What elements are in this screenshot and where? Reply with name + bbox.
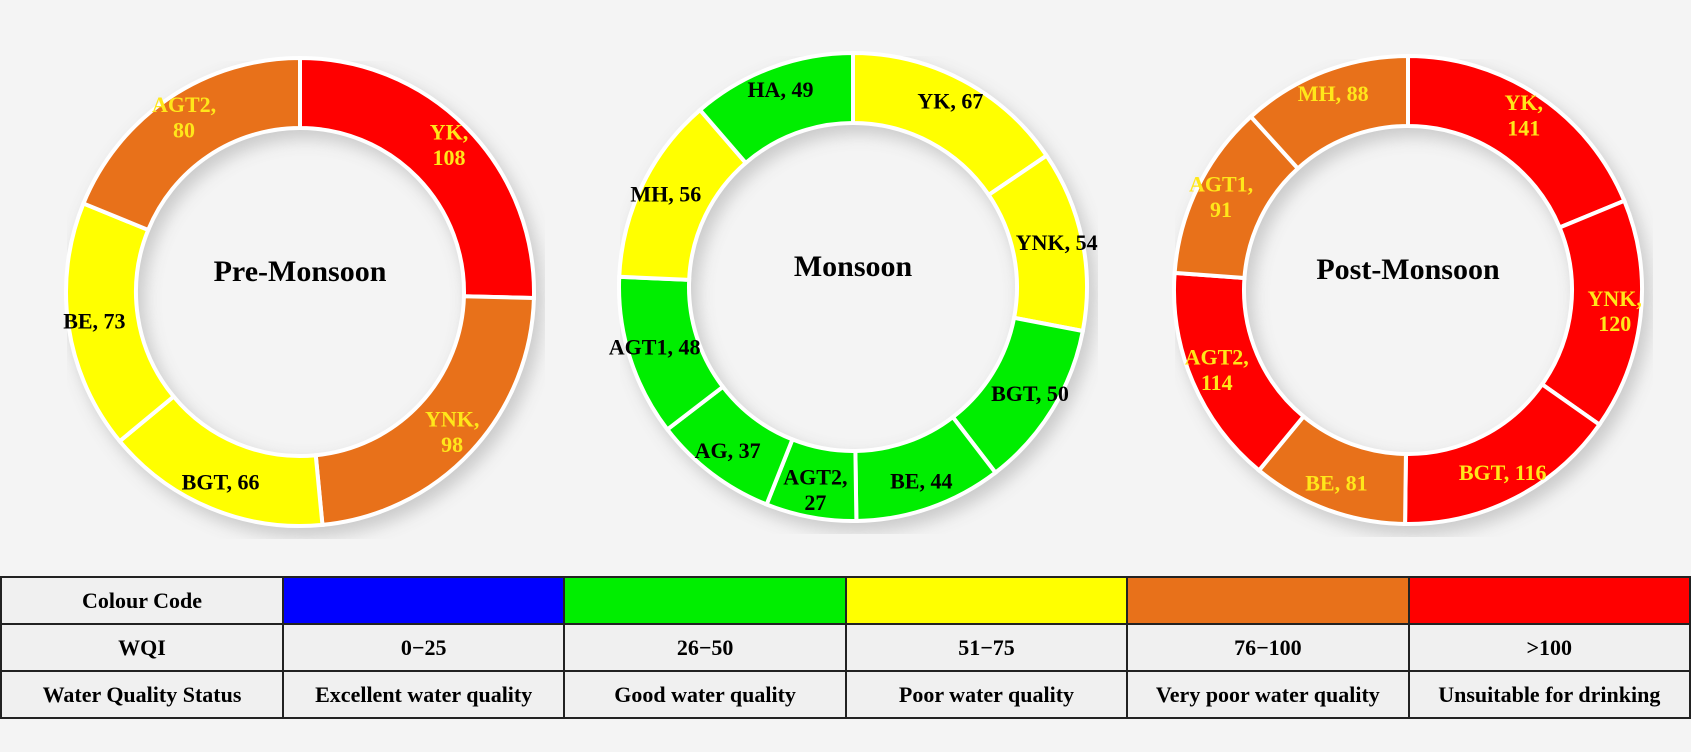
wqi-range-good: 26−50 (563, 623, 847, 672)
row-header-wqi: WQI (0, 623, 284, 672)
donut-chart-0: YK, 108 YNK, 98 BGT, 66 BE, 73 AGT2, 80 Pre-Mons… (63, 55, 543, 537)
slice-label-yk: YK, 67 (917, 88, 983, 113)
slice-label-agt1: AGT1, 48 (609, 335, 701, 360)
chart-title: Post-Monsoon (1316, 253, 1500, 286)
wqi-range-excellent: 0−25 (281, 623, 566, 672)
slice-label-agt2: AGT2, 80 (152, 92, 216, 142)
slice-label-bgt: BGT, 50 (991, 381, 1069, 406)
colour-swatch-good (563, 576, 847, 625)
colour-swatch-unsuitable (1407, 576, 1691, 625)
slice-label-bgt: BGT, 66 (182, 469, 260, 494)
donut-slice-ha (697, 50, 855, 166)
slice-label-ynk: YNK, 98 (425, 407, 479, 457)
status-unsuitable: Unsuitable for drinking (1407, 670, 1691, 719)
chart-title: Monsoon (794, 250, 913, 283)
colour-code-row: Colour Code (0, 576, 1691, 625)
donut-slice-mh (1248, 53, 1410, 172)
slice-label-ha: HA, 49 (747, 77, 813, 102)
donut-slice-bgt (1403, 381, 1603, 526)
slice-label-be: BE, 73 (63, 308, 125, 333)
row-header-status: Water Quality Status (0, 670, 284, 719)
slice-label-be: BE, 44 (890, 469, 952, 494)
slice-label-agt2: AGT2, 114 (1185, 345, 1249, 395)
status-very-poor: Very poor water quality (1126, 670, 1410, 719)
donut-slice-agt2 (1172, 270, 1307, 474)
row-header-colour-code: Colour Code (0, 576, 284, 625)
slice-label-mh: MH, 88 (1298, 81, 1369, 106)
slice-label-ag: AG, 37 (695, 438, 761, 463)
slice-label-mh: MH, 56 (630, 181, 701, 206)
donut-chart-1: YK, 67 YNK, 54 BGT, 50 BE, 44 AGT2, 27 AG, 37 A… (609, 50, 1098, 532)
slice-label-agt1: AGT1, 91 (1189, 172, 1253, 222)
slice-label-ynk: YNK, 120 (1588, 286, 1642, 336)
status-poor: Poor water quality (844, 670, 1129, 719)
wqi-range-unsuitable: >100 (1407, 623, 1691, 672)
colour-swatch-excellent (281, 576, 566, 625)
wqi-legend-table: Colour Code WQI 0−25 26−50 51−75 76−100 … (0, 576, 1691, 719)
chart-title: Pre-Monsoon (214, 255, 387, 288)
wqi-range-very-poor: 76−100 (1126, 623, 1410, 672)
donut-charts: YK, 108 YNK, 98 BGT, 66 BE, 73 AGT2, 80 Pre-Mons… (63, 50, 1651, 537)
colour-swatch-very-poor (1126, 576, 1410, 625)
slice-label-be: BE, 81 (1305, 470, 1367, 495)
status-excellent: Excellent water quality (281, 670, 566, 719)
donut-slice-yk (1406, 53, 1627, 231)
slice-label-yk: YK, 141 (1504, 90, 1543, 140)
slice-label-bgt: BGT, 116 (1459, 460, 1547, 485)
donut-chart-2: YK, 141 YNK, 120 BGT, 116 BE, 81 AGT2, 114 AGT1,… (1172, 53, 1651, 535)
slice-label-agt2: AGT2, 27 (783, 465, 847, 515)
donut-slice-yk (298, 55, 536, 301)
colour-swatch-poor (844, 576, 1129, 625)
wqi-row: WQI 0−25 26−50 51−75 76−100 >100 (0, 623, 1691, 672)
status-good: Good water quality (563, 670, 847, 719)
status-row: Water Quality Status Excellent water qua… (0, 670, 1691, 719)
slice-label-yk: YK, 108 (430, 120, 469, 170)
donut-slice-agt2 (80, 55, 302, 233)
wqi-range-poor: 51−75 (844, 623, 1129, 672)
slice-label-ynk: YNK, 54 (1016, 230, 1098, 255)
